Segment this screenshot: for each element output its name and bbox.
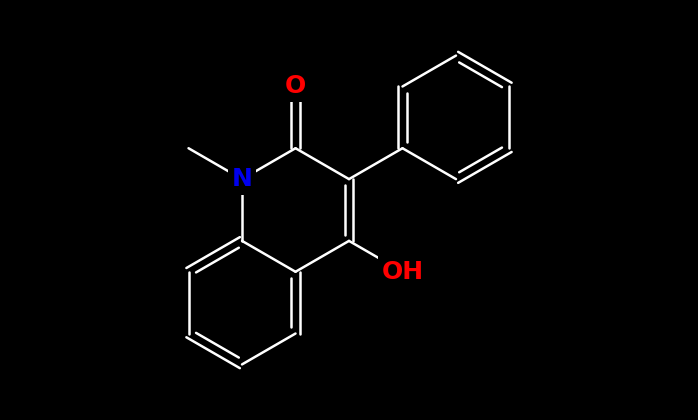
Text: O: O: [285, 74, 306, 98]
Text: N: N: [232, 167, 253, 191]
Text: OH: OH: [381, 260, 424, 284]
